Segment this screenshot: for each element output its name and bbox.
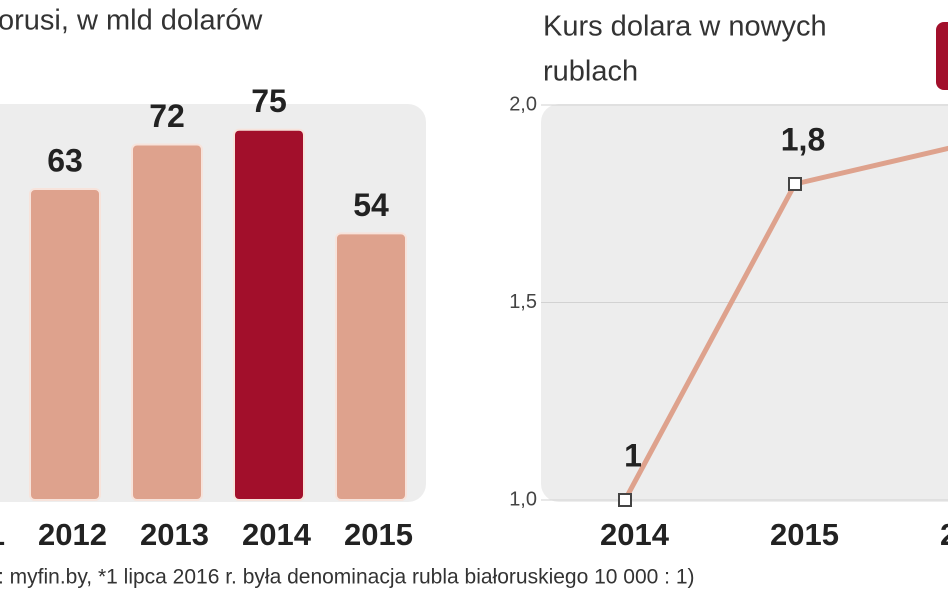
bar: [29, 187, 101, 501]
x-tick-label: 2: [940, 517, 948, 552]
chart-title: orusi, w mld dolarów: [0, 5, 263, 37]
y-tick-label: 2,0: [509, 93, 537, 115]
legend-swatch: [936, 22, 948, 90]
x-tick-label: 2012: [38, 517, 107, 552]
point-marker: [618, 493, 632, 507]
x-tick-label: 1: [0, 517, 5, 552]
x-tick-label: 2015: [770, 517, 839, 552]
point-marker: [788, 177, 802, 191]
chart-title: Kurs dolara w nowych: [543, 11, 827, 43]
chart-title: rublach: [543, 56, 638, 88]
bar: [233, 128, 305, 501]
bar: [131, 143, 203, 501]
plot-background: [0, 104, 426, 502]
value-label: 72: [149, 98, 185, 134]
value-label: 1: [624, 437, 642, 473]
x-tick-label: 2014: [600, 517, 670, 552]
value-label: 54: [353, 187, 389, 223]
y-tick-label: 1,5: [509, 291, 537, 313]
x-tick-label: 2014: [242, 517, 312, 552]
y-tick-label: 1,0: [509, 488, 537, 510]
x-tick-label: 2013: [140, 517, 209, 552]
bar: [335, 232, 407, 501]
value-label: 1,8: [781, 121, 825, 157]
value-label: 75: [251, 83, 287, 119]
value-label: 63: [47, 142, 83, 178]
x-tick-label: 2015: [344, 517, 413, 552]
source-note: : myfin.by, *1 lipca 2016 r. była denomi…: [0, 566, 695, 589]
